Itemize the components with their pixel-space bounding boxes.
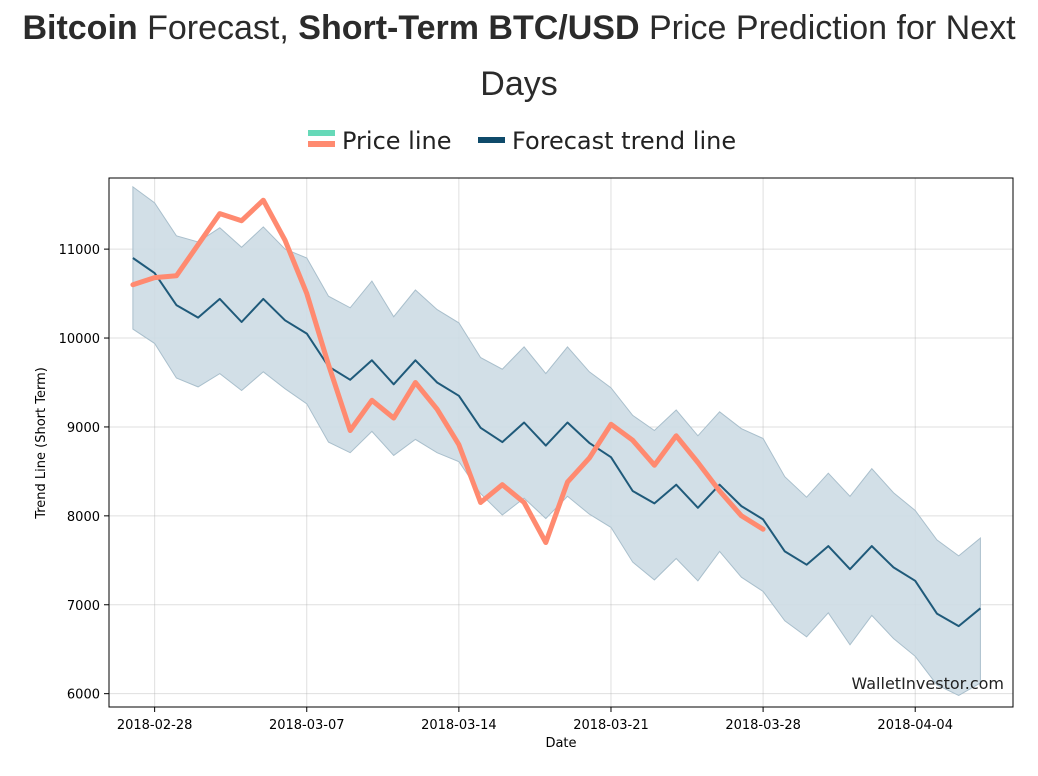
- chart-legend: Price line Forecast trend line: [308, 127, 736, 155]
- y-axis: 6000 7000 8000 9000 10000 11000: [59, 243, 109, 703]
- legend-label-forecast: Forecast trend line: [512, 127, 736, 155]
- x-axis-label: Date: [545, 736, 576, 751]
- x-tick-label: 2018-04-04: [877, 718, 953, 733]
- x-tick-label: 2018-02-28: [117, 718, 193, 733]
- y-tick-label: 8000: [67, 510, 100, 525]
- x-axis: 2018-02-28 2018-03-07 2018-03-14 2018-03-21…: [117, 707, 953, 733]
- watermark: WalletInvestor.com: [851, 674, 1004, 693]
- y-tick-label: 10000: [59, 332, 100, 347]
- title-text-2: Price Prediction for Next: [639, 9, 1016, 47]
- y-tick-label: 7000: [67, 599, 100, 614]
- y-tick-label: 11000: [59, 243, 100, 258]
- x-tick-label: 2018-03-21: [573, 718, 649, 733]
- title-bold-1: Bitcoin: [22, 9, 138, 47]
- forecast-chart: Price line Forecast trend line 2018-02-2…: [34, 127, 1014, 751]
- y-tick-label: 9000: [67, 421, 100, 436]
- title-text-1: Forecast,: [137, 9, 299, 47]
- legend-swatch-price-top: [308, 130, 335, 136]
- title-text-3: Days: [480, 65, 558, 103]
- forecast-confidence-band: [132, 185, 981, 696]
- title-bold-2: Short-Term BTC/USD: [298, 9, 640, 47]
- legend-swatch-forecast: [478, 137, 505, 143]
- legend-label-price: Price line: [342, 127, 452, 155]
- x-tick-label: 2018-03-14: [421, 718, 497, 733]
- x-tick-label: 2018-03-07: [269, 718, 345, 733]
- y-tick-label: 6000: [67, 688, 100, 703]
- x-tick-label: 2018-03-28: [725, 718, 801, 733]
- legend-swatch-price-bottom: [308, 141, 335, 147]
- page-title: Bitcoin Forecast, Short-Term BTC/USD Pri…: [0, 0, 1038, 112]
- price-line: [130, 197, 766, 545]
- forecast-trend-line: [132, 257, 982, 628]
- y-axis-label: Trend Line (Short Term): [34, 367, 49, 520]
- plot-frame: [108, 177, 1014, 708]
